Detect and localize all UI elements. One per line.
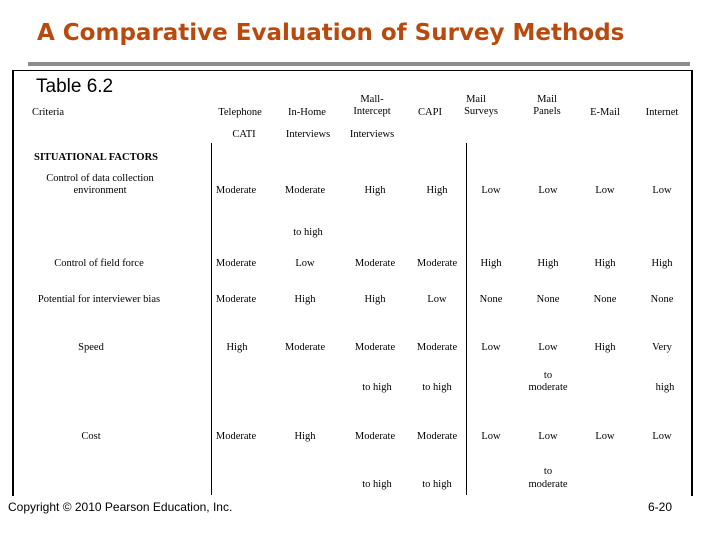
section-situational-factors: SITUATIONAL FACTORS <box>34 152 158 163</box>
cell-cost-internet: Low <box>652 431 672 442</box>
header-email: E-Mail <box>590 107 620 118</box>
cell-control-env-telephone: Moderate <box>215 185 257 196</box>
cell-interviewer-bias-capi: Low <box>427 294 447 305</box>
cell-interviewer-bias-internet: None <box>650 294 674 305</box>
cell-speed-mail-panels-cont1: to <box>543 370 553 381</box>
slide-title: A Comparative Evaluation of Survey Metho… <box>37 20 625 46</box>
header-cati: CATI <box>232 129 256 140</box>
cell-field-force-mail-panels: High <box>537 258 559 269</box>
cell-cost-capi: Moderate <box>416 431 458 442</box>
row-label-speed: Speed <box>78 342 104 353</box>
cell-control-env-in-home: Moderate <box>284 185 326 196</box>
cell-speed-mail-surveys: Low <box>481 342 501 353</box>
cell-speed-mail-panels-cont2: moderate <box>528 382 568 393</box>
cell-interviewer-bias-email: None <box>593 294 617 305</box>
row-label-interviewer-bias: Potential for interviewer bias <box>37 294 161 305</box>
table-frame-top <box>12 70 692 71</box>
page-number: 6-20 <box>648 500 673 514</box>
cell-interviewer-bias-mail-panels: None <box>536 294 560 305</box>
cell-speed-mail-panels: Low <box>538 342 558 353</box>
cell-field-force-mall: Moderate <box>354 258 396 269</box>
row-label-field-force: Control of field force <box>54 258 144 269</box>
copyright-footer: Copyright © 2010 Pearson Education, Inc. <box>8 500 233 514</box>
header-telephone: Telephone <box>218 107 262 118</box>
cell-speed-capi-cont: to high <box>422 382 452 393</box>
cell-cost-mail-panels: Low <box>538 431 558 442</box>
cell-field-force-telephone: Moderate <box>215 258 257 269</box>
cell-field-force-capi: Moderate <box>416 258 458 269</box>
cell-field-force-email: High <box>594 258 616 269</box>
cell-cost-in-home: High <box>294 431 316 442</box>
cell-field-force-in-home: Low <box>295 258 315 269</box>
cell-speed-mall-cont: to high <box>362 382 392 393</box>
column-divider <box>211 143 212 495</box>
row-label-control-env-line1: Control of data collection <box>46 173 154 184</box>
cell-control-env-mail-panels: Low <box>538 185 558 196</box>
cell-speed-internet-cont: high <box>655 382 675 393</box>
cell-cost-telephone: Moderate <box>215 431 257 442</box>
table-label: Table 6.2 <box>36 76 114 97</box>
header-mall-interviews: Interviews <box>349 129 395 140</box>
cell-cost-mail-panels-cont1: to <box>543 466 553 477</box>
header-criteria: Criteria <box>32 107 65 118</box>
header-mail-panels-line2: Panels <box>533 106 561 117</box>
row-label-cost: Cost <box>81 431 101 442</box>
cell-control-env-mail-surveys: Low <box>481 185 501 196</box>
header-capi: CAPI <box>418 107 442 118</box>
row-label-control-env-line2: environment <box>73 185 127 196</box>
column-divider <box>466 143 467 495</box>
cell-control-env-mall: High <box>364 185 386 196</box>
header-in-home-interviews: Interviews <box>285 129 331 140</box>
cell-control-env-internet: Low <box>652 185 672 196</box>
header-in-home: In-Home <box>288 107 326 118</box>
header-internet: Internet <box>645 107 679 118</box>
header-mall-intercept-line1: Mall- <box>360 94 384 105</box>
cell-cost-mall-cont: to high <box>362 479 392 490</box>
table-frame-right <box>691 70 693 496</box>
header-mail-panels-line1: Mail <box>537 94 557 105</box>
cell-cost-email: Low <box>595 431 615 442</box>
cell-cost-mail-panels-cont2: moderate <box>528 479 568 490</box>
cell-control-env-capi: High <box>426 185 448 196</box>
cell-interviewer-bias-mall: High <box>364 294 386 305</box>
cell-control-env-in-home-cont: to high <box>293 227 323 238</box>
cell-interviewer-bias-telephone: Moderate <box>215 294 257 305</box>
cell-field-force-mail-surveys: High <box>480 258 502 269</box>
header-mall-intercept-line2: Intercept <box>353 106 391 117</box>
cell-cost-mall: Moderate <box>354 431 396 442</box>
cell-interviewer-bias-mail-surveys: None <box>479 294 503 305</box>
cell-speed-telephone: High <box>226 342 248 353</box>
title-divider <box>28 62 690 66</box>
header-mail-surveys-line1: Mail <box>466 94 486 105</box>
header-mail-surveys-line2: Surveys <box>464 106 498 117</box>
cell-speed-mall: Moderate <box>354 342 396 353</box>
cell-field-force-internet: High <box>651 258 673 269</box>
table-frame-left <box>12 70 14 496</box>
cell-control-env-email: Low <box>595 185 615 196</box>
cell-interviewer-bias-in-home: High <box>294 294 316 305</box>
cell-cost-capi-cont: to high <box>422 479 452 490</box>
cell-speed-in-home: Moderate <box>284 342 326 353</box>
cell-cost-mail-surveys: Low <box>481 431 501 442</box>
cell-speed-internet: Very <box>652 342 672 353</box>
cell-speed-capi: Moderate <box>416 342 458 353</box>
cell-speed-email: High <box>594 342 616 353</box>
